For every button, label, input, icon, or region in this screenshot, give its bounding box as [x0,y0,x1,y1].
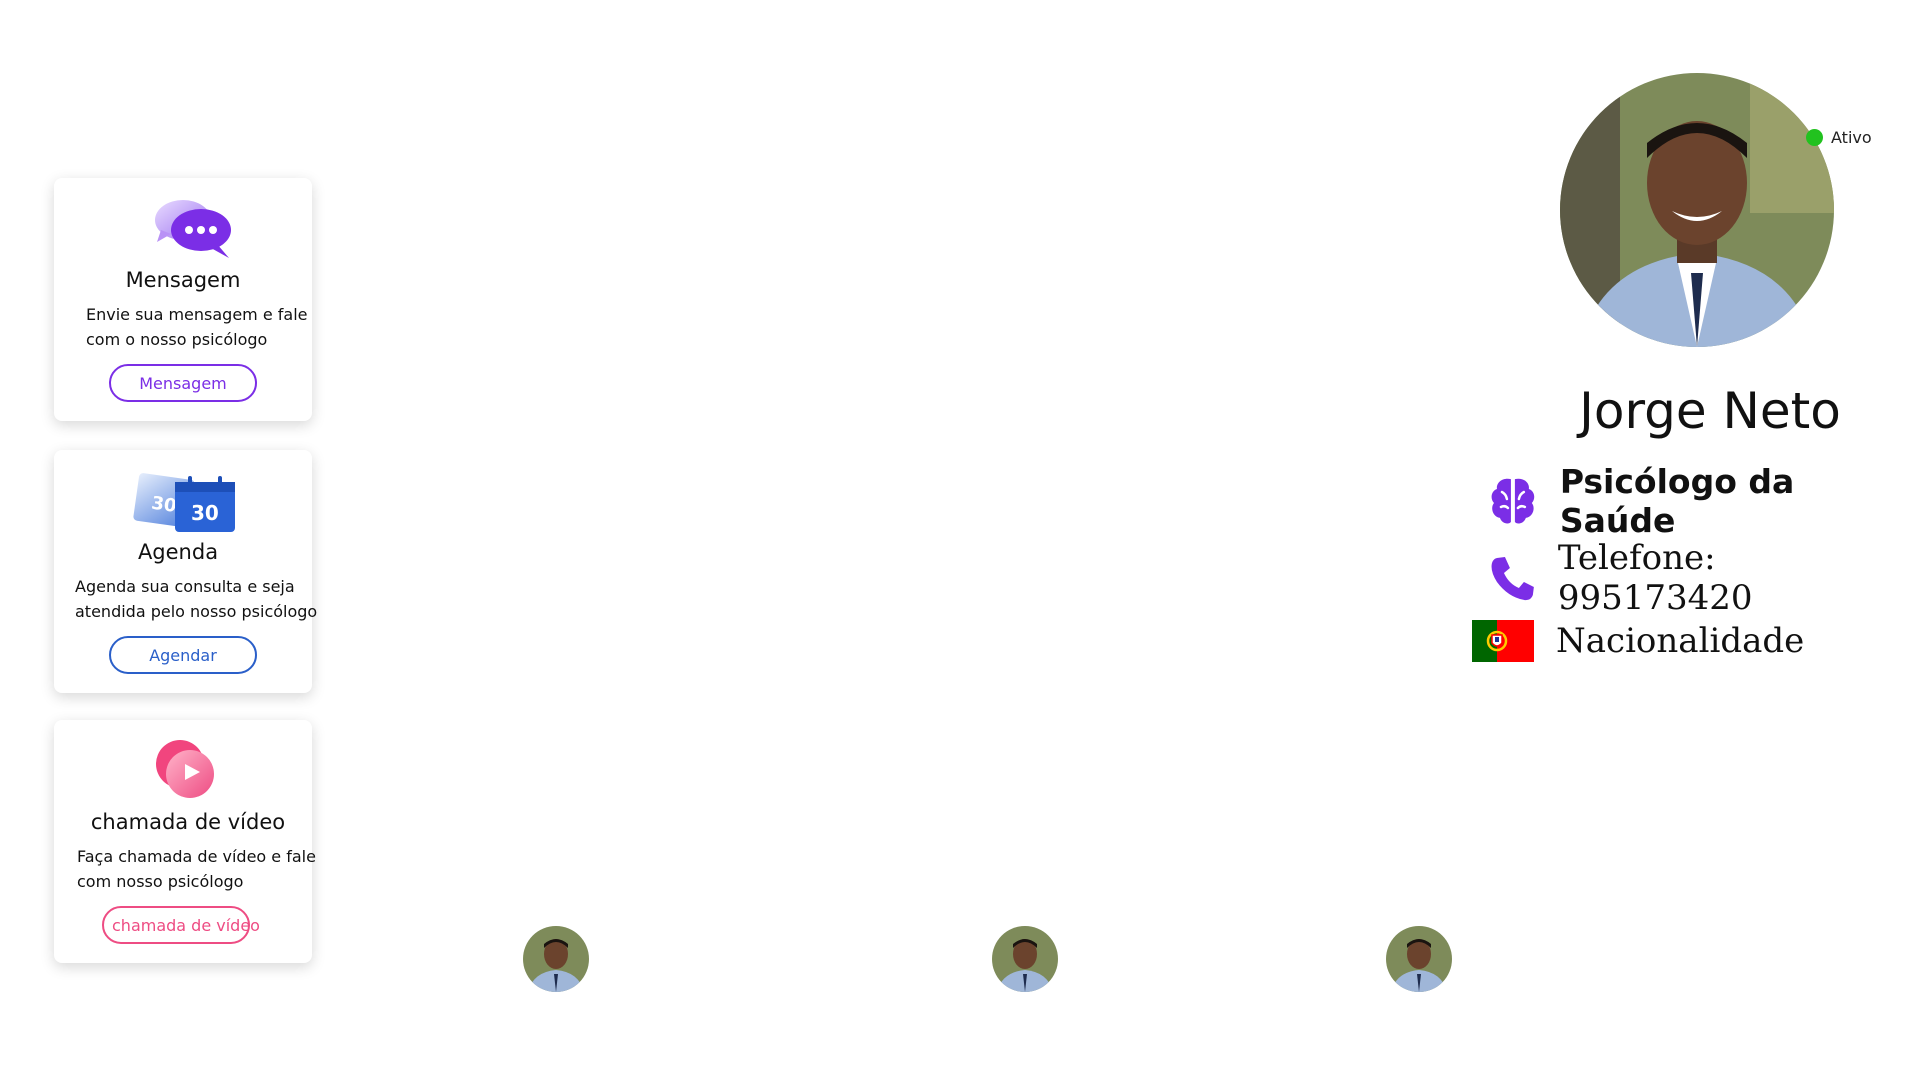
message-desc-line1: Envie sua mensagem e fale [86,305,308,324]
phone-row: Telefone: 995173420 [1488,538,1920,618]
status-dot [1806,129,1823,146]
avatar-small-1[interactable] [523,926,589,992]
video-card-description: Faça chamada de vídeo e fale com nosso p… [77,844,316,894]
message-desc-line2: com o nosso psicólogo [86,330,268,349]
video-desc-line1: Faça chamada de vídeo e fale [77,847,316,866]
video-card-title: chamada de vídeo [90,810,286,834]
profile-avatar [1560,73,1834,347]
brain-icon [1491,478,1535,524]
nationality-text: Nacionalidade [1556,621,1805,661]
avatar-photo [992,926,1058,992]
status-label: Ativo [1831,128,1872,147]
portugal-flag-icon [1472,620,1534,662]
specialty-text: Psicólogo da Saúde [1559,462,1795,540]
specialty-row: Psicólogo da Saúde [1488,462,1920,540]
message-card: Mensagem Envie sua mensagem e fale com o… [54,178,312,421]
message-card-description: Envie sua mensagem e fale com o nosso ps… [86,302,308,352]
profile-photo [1560,73,1834,347]
agenda-card-description: Agenda sua consulta e seja atendida pelo… [75,574,317,624]
calendar-back-number: 30 [150,493,178,517]
agenda-desc-line1: Agenda sua consulta e seja [75,577,295,596]
nationality-row: Nacionalidade [1472,620,1804,662]
phone-icon [1491,557,1534,601]
status-indicator: Ativo [1806,128,1872,147]
agenda-card-title: Agenda [137,540,219,564]
video-desc-line2: com nosso psicólogo [77,872,244,891]
calendar-icon: 30 30 [133,473,235,532]
video-call-button[interactable]: chamada de vídeo [102,906,260,944]
avatar-small-2[interactable] [992,926,1058,992]
avatar-small-3[interactable] [1386,926,1452,992]
calendar-front-number: 30 [191,501,219,525]
profile-name: Jorge Neto [1579,382,1841,440]
avatar-photo [1386,926,1452,992]
video-play-icon [156,740,214,798]
agenda-card: 30 30 Agenda Agenda sua consulta e seja … [54,450,317,693]
agenda-desc-line2: atendida pelo nosso psicólogo [75,602,318,621]
phone-text: Telefone: 995173420 [1557,538,1753,618]
avatar-photo [523,926,589,992]
message-button[interactable]: Mensagem [109,364,257,402]
message-card-title: Mensagem [125,268,241,292]
agendar-button[interactable]: Agendar [109,636,257,674]
chat-bubbles-icon [155,200,231,258]
video-call-card: chamada de vídeo Faça chamada de vídeo e… [54,720,316,963]
